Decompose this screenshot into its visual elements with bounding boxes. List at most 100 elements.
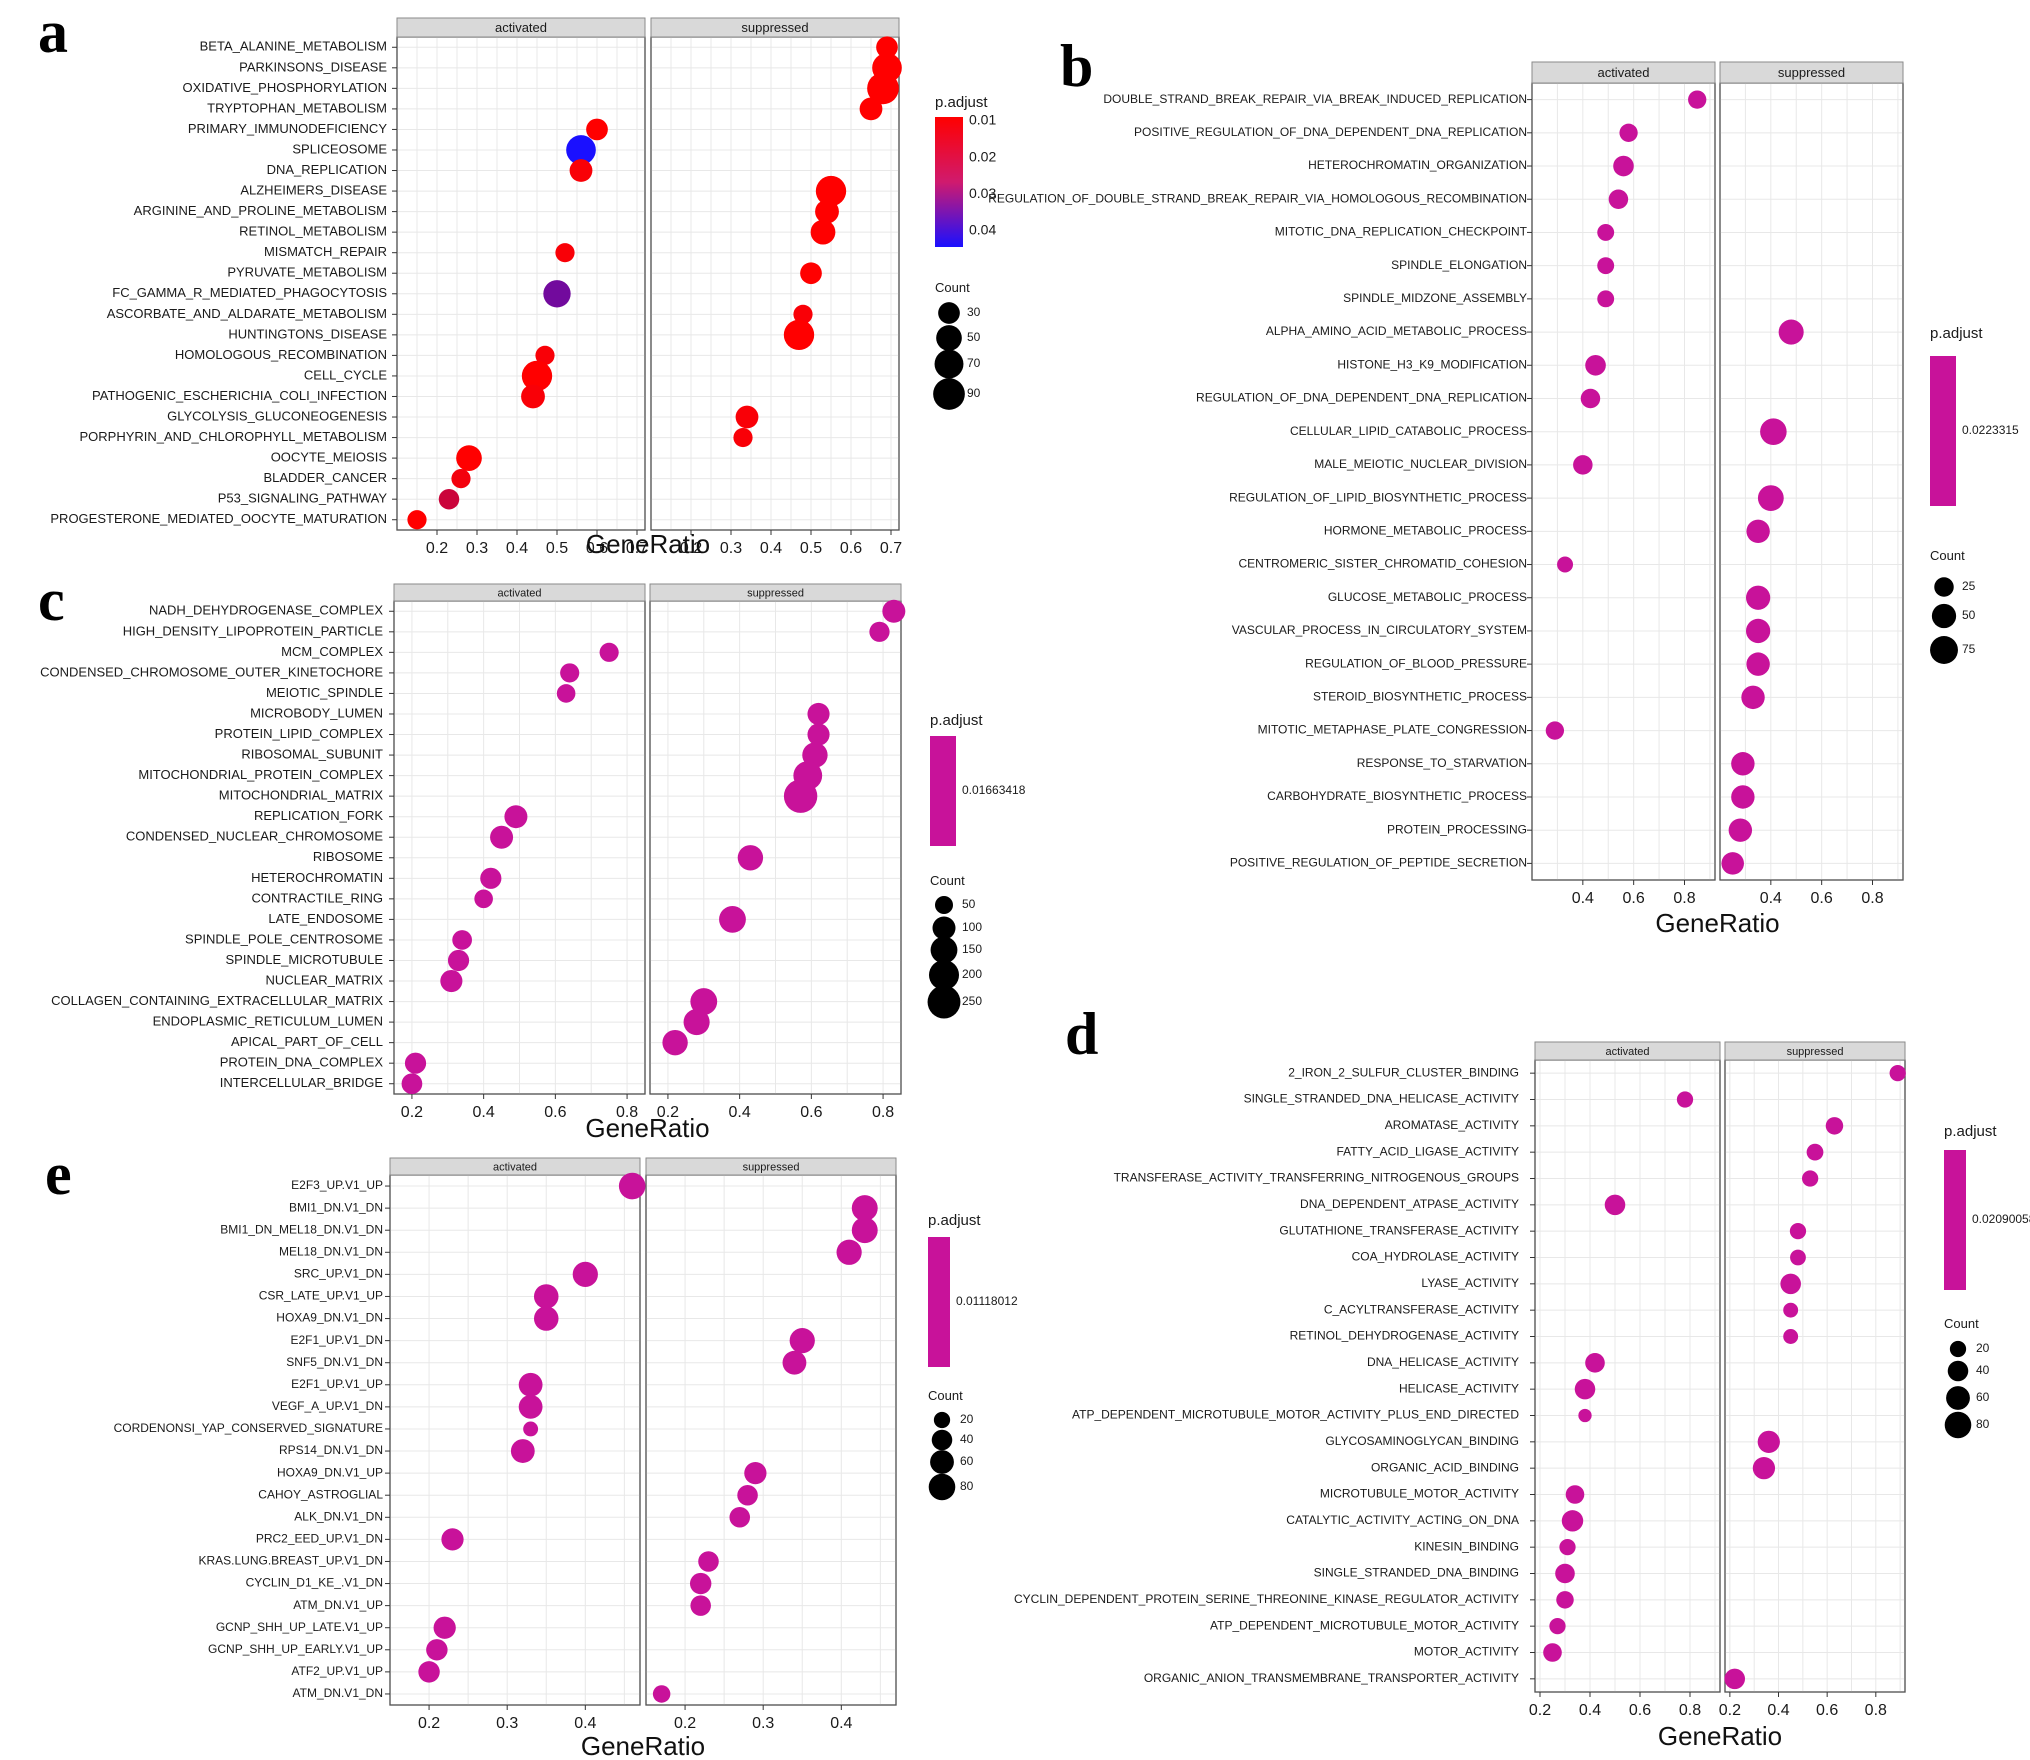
x-tick-label: 0.4 [830, 1715, 852, 1732]
data-point [441, 1528, 464, 1551]
facet-strip [1724, 1041, 1906, 1061]
data-point [876, 36, 898, 59]
term-label: E2F3_UP.V1_UP [291, 1178, 383, 1192]
term-label: REGULATION_OF_DNA_DEPENDENT_DNA_REPLICAT… [1196, 391, 1527, 405]
term-label: CYCLIN_D1_KE_.V1_DN [246, 1576, 383, 1590]
facet-label: activated [497, 587, 541, 599]
data-point [572, 1261, 598, 1287]
color-tick-label: 0.03 [969, 185, 996, 201]
size-key-label: 50 [967, 330, 981, 344]
data-point [690, 988, 718, 1015]
color-bar [935, 117, 963, 247]
data-point [1545, 721, 1565, 740]
term-label: ENDOPLASMIC_RETICULUM_LUMEN [153, 1014, 383, 1029]
data-point [1783, 1329, 1799, 1344]
term-label: SPLICEOSOME [292, 141, 387, 156]
data-point [1746, 652, 1770, 676]
data-point [447, 949, 470, 972]
term-label: FATTY_ACID_LIGASE_ACTIVITY [1337, 1144, 1520, 1158]
facet-suppressed: suppressed 0.4 0.6 0.8 [1719, 61, 1904, 907]
size-key [1947, 1360, 1969, 1382]
panel-letter-a: a [38, 0, 68, 65]
data-point [1760, 418, 1787, 445]
data-point [1556, 1591, 1574, 1609]
facet-strip [1534, 1041, 1721, 1061]
data-point [789, 1328, 815, 1354]
data-point [404, 1052, 427, 1074]
panel-letter-b: b [1060, 33, 1093, 99]
data-point [867, 72, 899, 105]
term-label: LATE_ENDOSOME [268, 911, 383, 926]
term-label: HETEROCHROMATIN_ORGANIZATION [1308, 158, 1527, 172]
x-tick-label: 0.2 [426, 540, 448, 557]
term-label: COLLAGEN_CONTAINING_EXTRACELLULAR_MATRIX [51, 993, 383, 1008]
size-key-label: 60 [960, 1454, 974, 1468]
data-point [851, 1217, 878, 1244]
x-tick-label: 0.4 [574, 1715, 596, 1732]
plot-area [650, 36, 900, 531]
size-key [928, 959, 960, 991]
term-label: PROTEIN_PROCESSING [1387, 822, 1527, 836]
size-key [1944, 1411, 1972, 1439]
facet-strip [1719, 61, 1904, 84]
term-label: C_ACYLTRANSFERASE_ACTIVITY [1324, 1302, 1519, 1316]
panel-letter-c: c [38, 567, 65, 633]
term-label: CAHOY_ASTROGLIAL [258, 1487, 383, 1501]
term-label: CELL_CYCLE [304, 367, 387, 382]
color-bar [928, 1237, 950, 1367]
term-label: 2_IRON_2_SULFUR_CLUSTER_BINDING [1288, 1065, 1519, 1079]
data-point [690, 1595, 711, 1616]
term-label: ALZHEIMERS_DISEASE [240, 183, 387, 198]
term-label: RIBOSOME [313, 849, 383, 864]
term-label: REGULATION_OF_DOUBLE_STRAND_BREAK_REPAIR… [988, 191, 1527, 205]
plot-area [389, 1174, 641, 1706]
term-label: DOUBLE_STRAND_BREAK_REPAIR_VIA_BREAK_IND… [1103, 92, 1527, 106]
term-label: CONDENSED_CHROMOSOME_OUTER_KINETOCHORE [40, 664, 383, 679]
data-point [1597, 290, 1615, 308]
data-point [1559, 1539, 1576, 1556]
data-point [560, 663, 580, 683]
term-label: GLUCOSE_METABOLIC_PROCESS [1328, 590, 1527, 604]
facet-activated: activated 0.4 0.6 0.8 [1531, 61, 1716, 907]
data-point [523, 1421, 539, 1437]
data-point [1806, 1143, 1824, 1161]
legend-color-title: p.adjust [1930, 325, 1983, 342]
term-label: ATM_DN.V1_DN [293, 1686, 383, 1700]
data-point [1724, 1668, 1745, 1690]
term-label: BMI1_DN_MEL18_DN.V1_DN [220, 1222, 383, 1236]
data-point [1688, 90, 1707, 109]
data-point [401, 1073, 423, 1095]
x-tick-label: 0.5 [546, 540, 568, 557]
x-tick-label: 0.6 [1811, 890, 1833, 907]
size-key [1931, 603, 1957, 629]
x-tick-label: 0.2 [680, 540, 702, 557]
x-tick-label: 0.4 [729, 1104, 751, 1121]
size-key-label: 25 [1962, 579, 1976, 593]
size-key-label: 100 [962, 920, 982, 934]
term-label: E2F1_UP.V1_UP [291, 1377, 383, 1391]
term-label: HOXA9_DN.V1_UP [277, 1465, 383, 1479]
facet-strip [645, 1157, 897, 1176]
term-label: PRC2_EED_UP.V1_DN [256, 1532, 383, 1546]
term-label: GLUTATHIONE_TRANSFERASE_ACTIVITY [1279, 1223, 1519, 1237]
size-key-label: 40 [960, 1432, 974, 1446]
data-point [1585, 354, 1606, 376]
data-point [1780, 1273, 1801, 1295]
panel-e: e activated 0.2 0.3 0.4 suppressed 0.2 0.3 0.4 E2… [45, 1141, 1018, 1760]
term-label: MITOCHONDRIAL_PROTEIN_COMPLEX [138, 767, 383, 782]
color-bar [1930, 356, 1956, 506]
facet-suppressed: suppressed 0.2 0.4 0.6 0.8 [1719, 1041, 1906, 1719]
term-label: RIBOSOMAL_SUBUNIT [241, 747, 383, 762]
x-tick-label: 0.8 [1673, 890, 1695, 907]
data-point [698, 1551, 719, 1572]
data-point [1557, 556, 1574, 573]
term-label: SPINDLE_MICROTUBULE [226, 952, 384, 967]
size-key-label: 50 [962, 897, 976, 911]
x-tick-label: 0.6 [840, 540, 862, 557]
term-label: OOCYTE_MEIOSIS [271, 450, 388, 465]
term-label: DNA_HELICASE_ACTIVITY [1367, 1355, 1519, 1369]
color-tick-label: 0.04 [969, 222, 996, 238]
legend: p.adjust 0.0223315 Count 25 50 75 [1930, 325, 2019, 664]
term-label: P53_SIGNALING_PATHWAY [218, 491, 388, 506]
